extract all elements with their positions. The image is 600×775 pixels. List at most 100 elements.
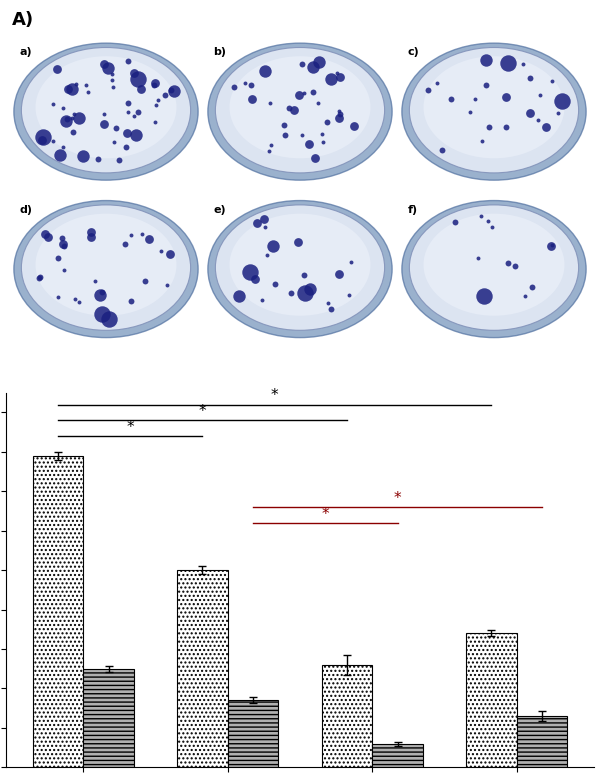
Point bbox=[318, 136, 328, 148]
Point bbox=[71, 78, 81, 90]
Point bbox=[260, 65, 270, 78]
Point bbox=[518, 57, 528, 70]
Point bbox=[121, 141, 131, 153]
Point bbox=[526, 72, 535, 84]
Point bbox=[553, 107, 562, 119]
Point bbox=[557, 95, 567, 107]
Point bbox=[536, 88, 545, 101]
Point bbox=[525, 107, 535, 119]
Point bbox=[97, 308, 107, 321]
Point bbox=[533, 113, 542, 126]
Point bbox=[63, 83, 73, 95]
Ellipse shape bbox=[229, 214, 371, 315]
Point bbox=[334, 105, 344, 118]
Point bbox=[323, 297, 333, 309]
Bar bbox=[517, 716, 567, 767]
Point bbox=[503, 57, 513, 69]
Text: d): d) bbox=[20, 205, 32, 215]
Point bbox=[59, 102, 68, 114]
Point bbox=[308, 61, 317, 74]
Point bbox=[541, 121, 551, 133]
Text: e): e) bbox=[214, 205, 226, 215]
Point bbox=[235, 290, 244, 302]
Point bbox=[133, 106, 143, 119]
Point bbox=[481, 54, 491, 67]
Point bbox=[120, 238, 130, 250]
Point bbox=[473, 252, 483, 264]
Point bbox=[97, 286, 107, 298]
Point bbox=[335, 108, 344, 120]
Point bbox=[156, 244, 166, 257]
Point bbox=[153, 94, 163, 106]
Bar bbox=[372, 743, 423, 767]
Text: f): f) bbox=[407, 205, 418, 215]
Point bbox=[280, 129, 290, 141]
Point bbox=[311, 151, 320, 164]
Point bbox=[103, 61, 112, 74]
Point bbox=[137, 228, 146, 240]
Point bbox=[99, 108, 109, 120]
Point bbox=[466, 105, 475, 118]
Ellipse shape bbox=[208, 43, 392, 180]
Point bbox=[481, 79, 491, 91]
Point bbox=[151, 116, 160, 129]
Point bbox=[57, 232, 67, 245]
Point bbox=[510, 260, 520, 272]
Point bbox=[246, 78, 256, 91]
Point bbox=[109, 81, 118, 94]
Point bbox=[81, 79, 91, 91]
Point bbox=[58, 140, 68, 153]
Point bbox=[151, 98, 161, 111]
Point bbox=[326, 73, 336, 85]
Point bbox=[334, 112, 344, 124]
Point bbox=[131, 129, 140, 141]
Point bbox=[478, 135, 487, 147]
Point bbox=[423, 84, 433, 97]
Point bbox=[62, 113, 71, 126]
Bar bbox=[322, 665, 372, 767]
Point bbox=[304, 137, 314, 150]
Point bbox=[297, 129, 307, 141]
Point bbox=[90, 275, 100, 288]
Text: *: * bbox=[271, 388, 278, 403]
Point bbox=[53, 252, 63, 264]
Point bbox=[450, 216, 460, 229]
Text: A): A) bbox=[12, 11, 34, 29]
Point bbox=[59, 240, 68, 253]
Text: a): a) bbox=[20, 47, 32, 57]
Point bbox=[67, 112, 76, 125]
Point bbox=[107, 67, 116, 80]
Bar bbox=[228, 701, 278, 767]
Point bbox=[250, 273, 260, 285]
Point bbox=[140, 275, 150, 288]
Point bbox=[527, 281, 537, 293]
Point bbox=[335, 71, 344, 83]
Ellipse shape bbox=[35, 214, 176, 315]
Point bbox=[259, 212, 269, 225]
Ellipse shape bbox=[402, 201, 586, 338]
Point bbox=[149, 79, 159, 91]
Point bbox=[34, 272, 44, 284]
Bar bbox=[177, 570, 228, 767]
Point bbox=[265, 145, 274, 157]
Point bbox=[503, 257, 512, 269]
Point bbox=[104, 313, 113, 326]
Point bbox=[299, 269, 309, 281]
Bar bbox=[33, 456, 83, 767]
Point bbox=[86, 226, 96, 239]
Point bbox=[52, 63, 61, 75]
Ellipse shape bbox=[22, 205, 191, 330]
Point bbox=[70, 108, 79, 120]
Point bbox=[79, 150, 88, 162]
Ellipse shape bbox=[14, 201, 198, 338]
Point bbox=[344, 289, 354, 301]
Point bbox=[107, 74, 117, 86]
Ellipse shape bbox=[409, 205, 578, 330]
Point bbox=[61, 115, 71, 128]
Point bbox=[520, 290, 530, 302]
Point bbox=[123, 97, 133, 109]
Point bbox=[257, 294, 267, 307]
Ellipse shape bbox=[424, 57, 565, 158]
Point bbox=[74, 295, 83, 308]
Point bbox=[501, 91, 511, 103]
